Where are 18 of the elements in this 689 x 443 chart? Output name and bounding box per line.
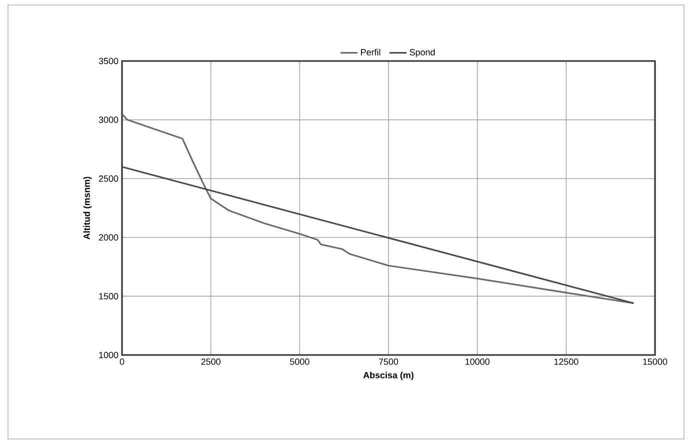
x-axis-title: Abscisa (m) bbox=[363, 372, 414, 380]
legend-label: Spond bbox=[410, 48, 435, 58]
y-axis-title: Altitud (msnm) bbox=[83, 176, 92, 240]
legend-label: Perfil bbox=[361, 48, 380, 56]
y-tick-label: 1500 bbox=[99, 293, 118, 300]
y-tick-label: 2000 bbox=[98, 234, 118, 241]
x-tick-label: 15000 bbox=[643, 358, 668, 365]
x-tick-label: 12500 bbox=[554, 358, 578, 365]
y-tick-label: 1000 bbox=[99, 352, 118, 358]
x-tick-label: 5000 bbox=[290, 358, 310, 365]
x-tick-label: 10000 bbox=[466, 358, 490, 365]
y-tick-label: 3000 bbox=[98, 116, 118, 123]
x-tick-label: 7500 bbox=[378, 358, 398, 365]
x-tick-label: 2500 bbox=[201, 358, 220, 365]
line-series bbox=[122, 113, 634, 304]
y-tick-label: 3500 bbox=[98, 58, 118, 64]
y-tick-label: 2500 bbox=[98, 175, 118, 182]
x-tick-label: 0 bbox=[120, 358, 124, 365]
